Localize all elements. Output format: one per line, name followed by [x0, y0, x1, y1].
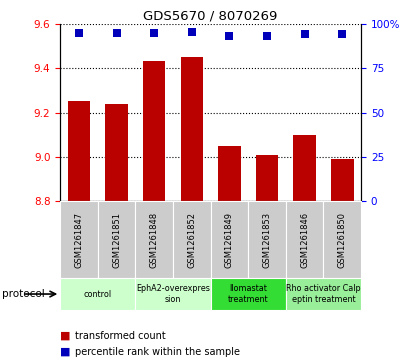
- Bar: [323, 201, 361, 278]
- Bar: [286, 201, 323, 278]
- Bar: [135, 201, 173, 278]
- Bar: [331, 159, 354, 201]
- Bar: [143, 61, 166, 201]
- Bar: [211, 278, 286, 310]
- Point: [339, 31, 346, 37]
- Text: ■: ■: [60, 347, 71, 357]
- Text: percentile rank within the sample: percentile rank within the sample: [75, 347, 240, 357]
- Text: GSM1261852: GSM1261852: [187, 212, 196, 268]
- Point: [76, 30, 82, 36]
- Text: EphA2-overexpres
sion: EphA2-overexpres sion: [136, 284, 210, 304]
- Text: GSM1261847: GSM1261847: [74, 212, 83, 268]
- Text: GSM1261853: GSM1261853: [263, 212, 271, 268]
- Bar: [293, 135, 316, 201]
- Text: protocol: protocol: [2, 289, 45, 299]
- Bar: [135, 278, 210, 310]
- Text: ■: ■: [60, 331, 71, 341]
- Title: GDS5670 / 8070269: GDS5670 / 8070269: [144, 9, 278, 23]
- Text: Ilomastat
treatment: Ilomastat treatment: [228, 284, 269, 304]
- Bar: [98, 201, 135, 278]
- Text: Rho activator Calp
eptin treatment: Rho activator Calp eptin treatment: [286, 284, 361, 304]
- Bar: [248, 201, 286, 278]
- Point: [151, 30, 158, 36]
- Text: control: control: [84, 290, 112, 298]
- Bar: [60, 201, 98, 278]
- Text: transformed count: transformed count: [75, 331, 166, 341]
- Text: GSM1261850: GSM1261850: [338, 212, 347, 268]
- Point: [188, 29, 195, 35]
- Bar: [256, 155, 278, 201]
- Point: [113, 30, 120, 36]
- Bar: [173, 201, 210, 278]
- Bar: [105, 103, 128, 201]
- Text: GSM1261848: GSM1261848: [150, 212, 159, 268]
- Point: [301, 31, 308, 37]
- Bar: [60, 278, 135, 310]
- Point: [264, 33, 270, 39]
- Bar: [218, 146, 241, 201]
- Bar: [211, 201, 248, 278]
- Bar: [68, 101, 90, 201]
- Bar: [181, 57, 203, 201]
- Bar: [286, 278, 361, 310]
- Text: GSM1261846: GSM1261846: [300, 212, 309, 268]
- Text: GSM1261849: GSM1261849: [225, 212, 234, 268]
- Text: GSM1261851: GSM1261851: [112, 212, 121, 268]
- Point: [226, 33, 233, 39]
